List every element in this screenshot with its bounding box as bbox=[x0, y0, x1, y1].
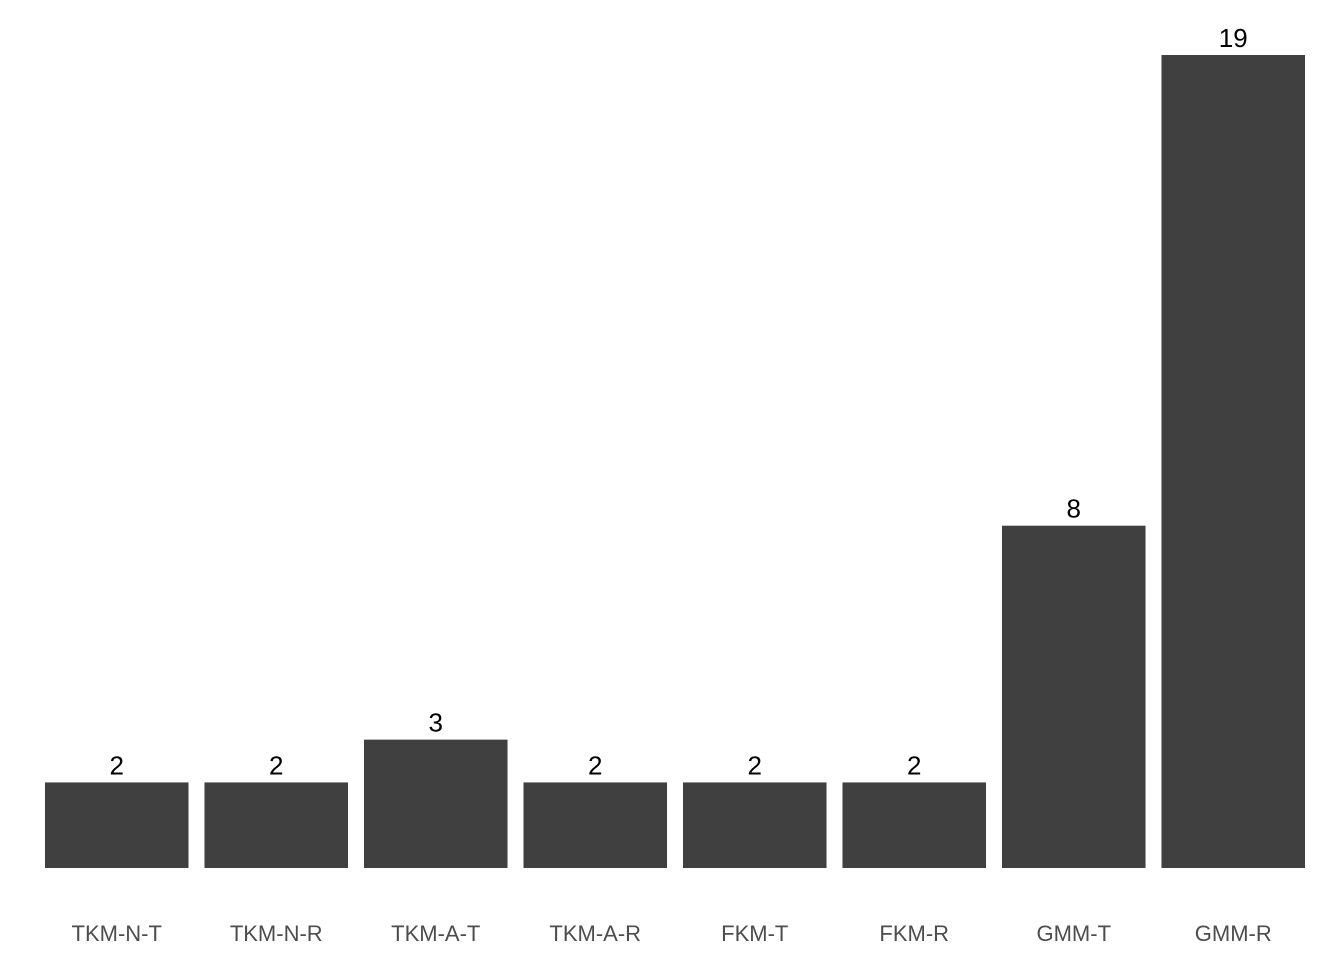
x-tick-label-tkm-a-r: TKM-A-R bbox=[549, 921, 641, 946]
data-label-tkm-a-t: 3 bbox=[429, 708, 443, 738]
data-label-tkm-a-r: 2 bbox=[588, 750, 602, 780]
x-tick-label-fkm-t: FKM-T bbox=[721, 921, 788, 946]
bar-gmm-r bbox=[1161, 55, 1306, 868]
data-label-gmm-r: 19 bbox=[1219, 23, 1248, 53]
bar-fkm-r bbox=[842, 782, 987, 868]
data-label-tkm-n-r: 2 bbox=[269, 750, 283, 780]
bar-tkm-a-r bbox=[523, 782, 668, 868]
plot-area: 2 TKM-N-T 2 TKM-N-R 3 TKM-A-T 2 TKM-A-R 2 FKM-T 2 F… bbox=[44, 23, 1306, 946]
data-label-fkm-r: 2 bbox=[907, 750, 921, 780]
bar-tkm-n-r bbox=[204, 782, 349, 868]
bar-tkm-a-t bbox=[363, 739, 508, 868]
x-tick-label-fkm-r: FKM-R bbox=[879, 921, 949, 946]
bar-gmm-t bbox=[1001, 525, 1146, 868]
bar-tkm-n-t bbox=[44, 782, 189, 868]
x-tick-label-gmm-t: GMM-T bbox=[1036, 921, 1111, 946]
x-tick-label-tkm-n-t: TKM-N-T bbox=[72, 921, 162, 946]
x-tick-label-tkm-n-r: TKM-N-R bbox=[230, 921, 323, 946]
data-label-fkm-t: 2 bbox=[748, 750, 762, 780]
bar-fkm-t bbox=[682, 782, 827, 868]
data-label-tkm-n-t: 2 bbox=[110, 750, 124, 780]
data-label-gmm-t: 8 bbox=[1067, 494, 1081, 524]
x-tick-label-tkm-a-t: TKM-A-T bbox=[391, 921, 480, 946]
x-tick-label-gmm-r: GMM-R bbox=[1195, 921, 1272, 946]
